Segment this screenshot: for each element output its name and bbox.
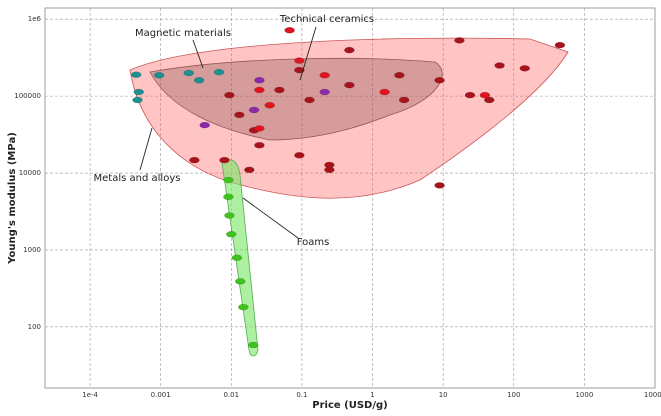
x-tick-label: 0.001 bbox=[151, 391, 171, 399]
point bbox=[133, 88, 145, 96]
y-tick-label: 1e6 bbox=[28, 15, 42, 23]
point bbox=[304, 96, 315, 104]
x-tick-label: 100 bbox=[507, 391, 520, 399]
point bbox=[344, 46, 355, 54]
point bbox=[213, 68, 225, 76]
point bbox=[319, 88, 330, 96]
point bbox=[226, 231, 237, 238]
point bbox=[519, 65, 530, 72]
point bbox=[244, 166, 255, 174]
point bbox=[234, 111, 245, 119]
point bbox=[254, 142, 265, 149]
point bbox=[223, 193, 234, 201]
point bbox=[494, 62, 505, 69]
annotation: Foams bbox=[297, 237, 330, 248]
point bbox=[189, 156, 200, 164]
point bbox=[454, 37, 465, 44]
point bbox=[130, 71, 142, 78]
point bbox=[153, 72, 165, 79]
point bbox=[248, 341, 259, 349]
point bbox=[398, 96, 410, 104]
x-tick-label: 1 bbox=[370, 391, 374, 399]
point bbox=[254, 125, 265, 132]
point bbox=[264, 102, 275, 109]
point bbox=[254, 77, 265, 84]
x-tick-label: 1000 bbox=[575, 391, 593, 399]
x-tick-label: 10 bbox=[439, 391, 448, 399]
point bbox=[294, 66, 305, 74]
leader-line bbox=[139, 127, 153, 171]
point bbox=[219, 156, 230, 164]
point bbox=[199, 121, 210, 129]
annotation: Technical ceramics bbox=[279, 14, 374, 25]
point bbox=[193, 77, 205, 84]
point bbox=[554, 41, 566, 49]
point bbox=[231, 254, 243, 261]
point bbox=[183, 69, 194, 77]
point bbox=[254, 86, 265, 94]
point bbox=[379, 88, 390, 96]
point bbox=[274, 86, 285, 94]
point bbox=[344, 81, 355, 89]
annotation: Magnetic materials bbox=[135, 28, 231, 39]
point bbox=[224, 212, 235, 219]
x-tick-label: 0.1 bbox=[296, 391, 307, 399]
point bbox=[484, 96, 495, 104]
y-tick-label: 100000 bbox=[14, 92, 41, 100]
point bbox=[479, 91, 491, 99]
x-tick-label: 1e-4 bbox=[82, 391, 98, 399]
y-tick-label: 10000 bbox=[19, 169, 41, 177]
x-tick-label: 0.01 bbox=[224, 391, 240, 399]
point bbox=[464, 91, 476, 99]
point bbox=[224, 91, 235, 99]
point bbox=[223, 176, 234, 184]
point bbox=[324, 161, 335, 169]
x-axis-label: Price (USD/g) bbox=[312, 400, 387, 411]
leader-line bbox=[192, 39, 204, 69]
point bbox=[248, 106, 260, 114]
point bbox=[132, 96, 143, 104]
y-tick-label: 100 bbox=[28, 323, 41, 331]
point bbox=[238, 303, 249, 311]
y-axis-label: Young's modulus (MPa) bbox=[7, 132, 18, 265]
point bbox=[235, 278, 246, 285]
leader-lines bbox=[139, 26, 317, 239]
point bbox=[294, 57, 305, 64]
point bbox=[434, 182, 445, 189]
x-tick-label: 10000 bbox=[644, 391, 661, 399]
leader-line bbox=[242, 197, 299, 239]
point bbox=[319, 72, 330, 79]
y-tick-label: 1000 bbox=[23, 246, 41, 254]
leader-line bbox=[299, 26, 317, 81]
point bbox=[394, 72, 405, 79]
metals-envelope bbox=[129, 37, 569, 199]
point bbox=[434, 77, 445, 84]
point bbox=[294, 152, 305, 159]
point bbox=[284, 27, 295, 34]
annotation: Metals and alloys bbox=[94, 173, 181, 184]
